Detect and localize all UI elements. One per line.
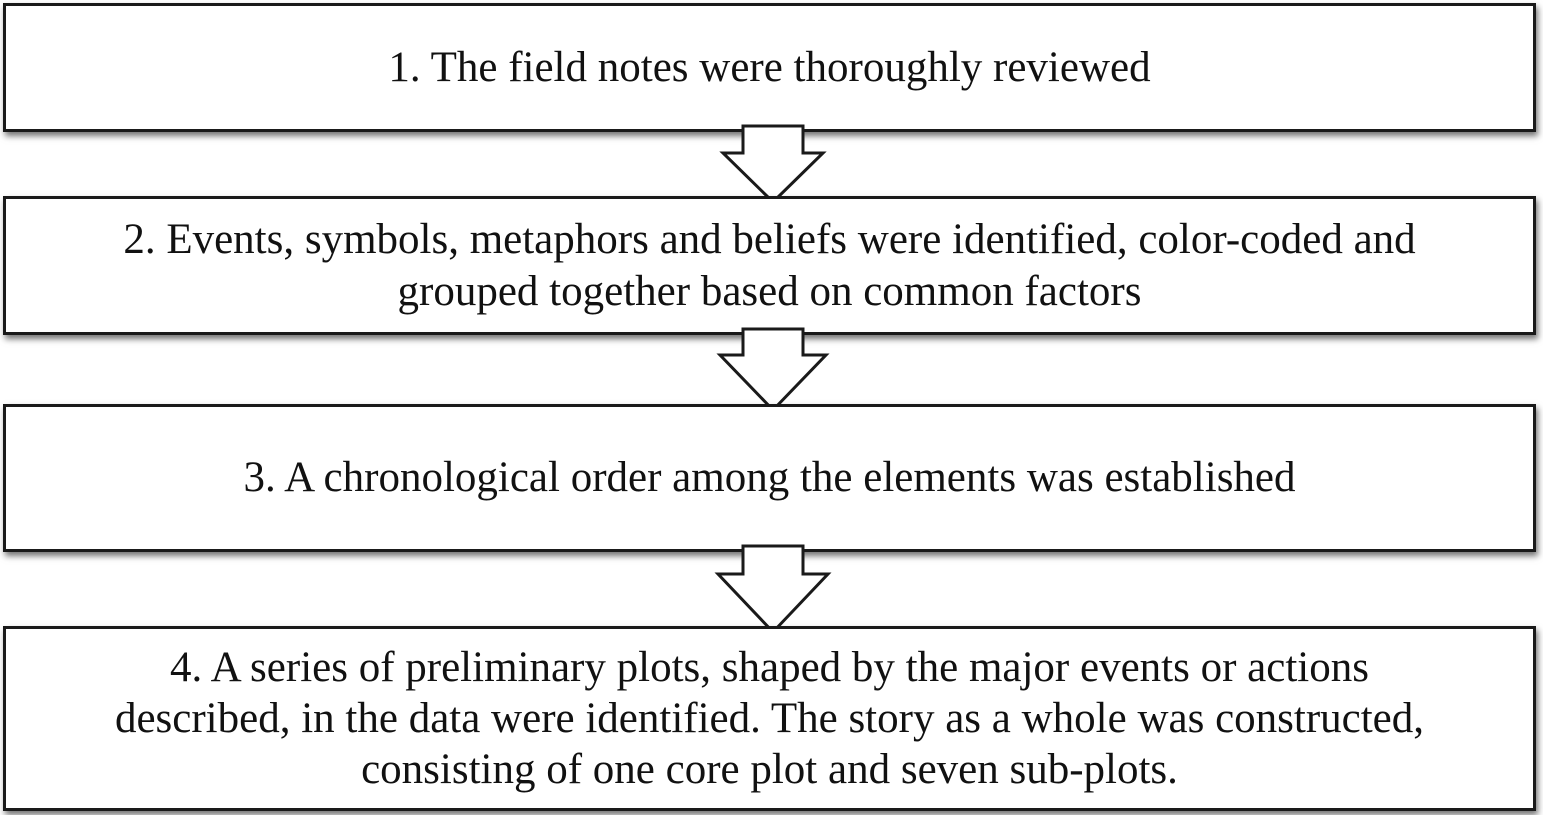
step-2-box: 2. Events, symbols, metaphors and belief… [3, 196, 1536, 335]
down-arrow-icon [714, 544, 832, 635]
step-1-box: 1. The field notes were thoroughly revie… [3, 3, 1536, 132]
step-3-box: 3. A chronological order among the eleme… [3, 404, 1536, 552]
step-1-text: 1. The field notes were thoroughly revie… [388, 43, 1151, 91]
step-2-text: 2. Events, symbols, metaphors and belief… [123, 215, 1416, 315]
down-arrow-icon [716, 327, 830, 413]
down-arrow-icon [719, 124, 827, 205]
step-4-text: 4. A series of preliminary plots, shaped… [114, 644, 1425, 793]
step-4-box: 4. A series of preliminary plots, shaped… [3, 626, 1536, 811]
step-3-text: 3. A chronological order among the eleme… [243, 454, 1296, 501]
